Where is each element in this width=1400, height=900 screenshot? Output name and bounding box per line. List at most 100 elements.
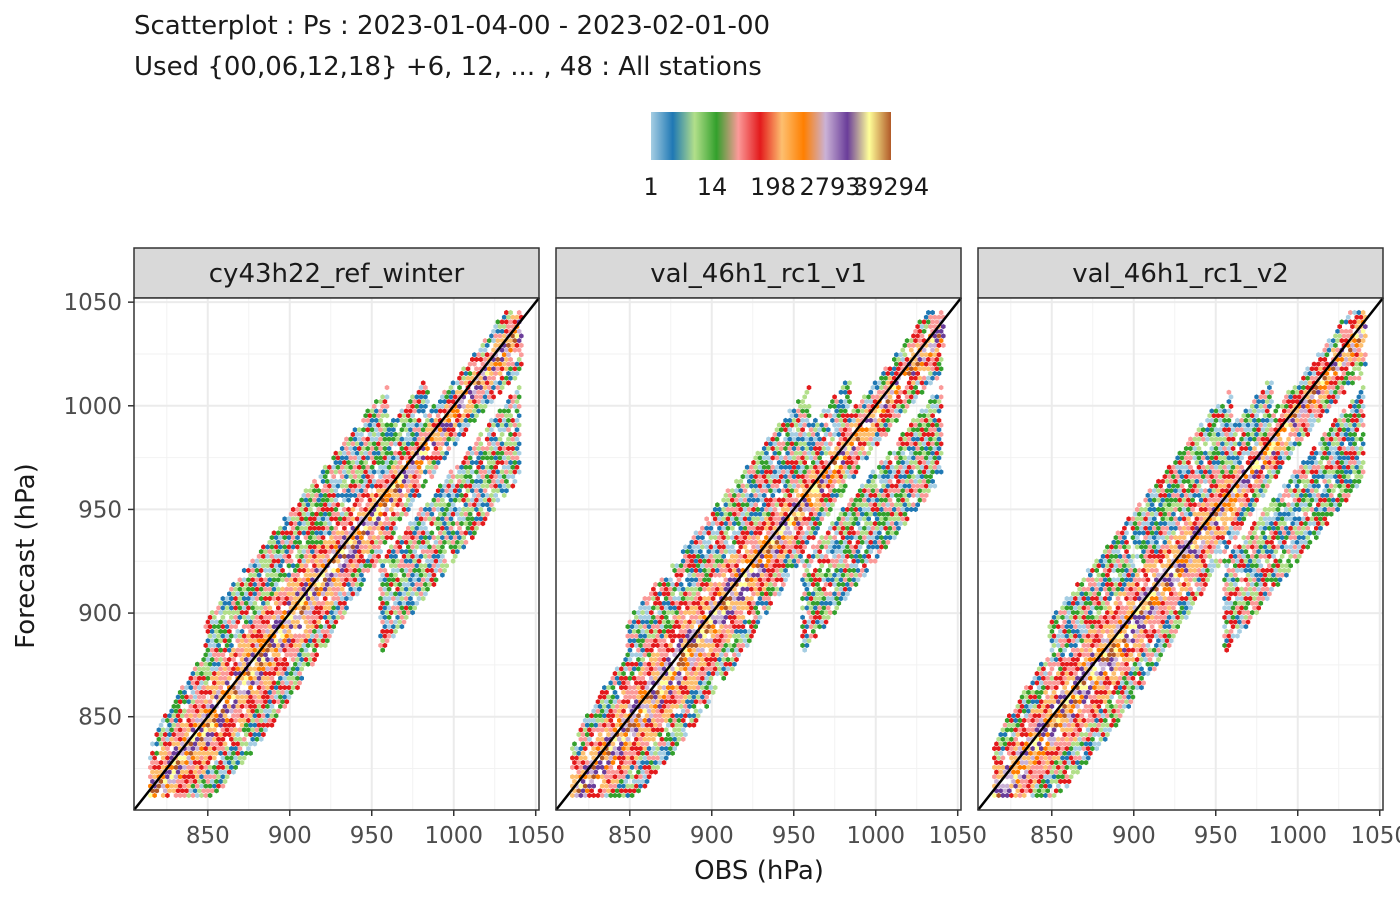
hexbin bbox=[310, 511, 315, 517]
hexbin bbox=[214, 722, 219, 728]
hexbin bbox=[254, 605, 260, 611]
hexbin bbox=[280, 567, 285, 574]
hexbin bbox=[342, 478, 347, 484]
hexbin bbox=[382, 605, 388, 611]
hexbin bbox=[363, 544, 368, 550]
hexbin bbox=[506, 370, 511, 377]
hexbin bbox=[212, 774, 217, 780]
hexbin bbox=[305, 661, 311, 667]
hexbin bbox=[310, 549, 315, 555]
hexbin bbox=[318, 624, 324, 630]
hexbin bbox=[284, 689, 290, 695]
hexbin bbox=[348, 436, 354, 442]
hexbin bbox=[173, 717, 179, 724]
hexbin bbox=[333, 610, 339, 616]
hexbin bbox=[244, 675, 249, 681]
hexbin bbox=[320, 553, 326, 559]
hexbin bbox=[459, 530, 464, 536]
hexbin bbox=[474, 459, 479, 466]
hexbin bbox=[280, 558, 285, 564]
hexbin bbox=[280, 614, 285, 620]
hexbin bbox=[406, 563, 411, 569]
hexbin bbox=[412, 539, 417, 545]
hexbin bbox=[484, 511, 490, 517]
hexbin bbox=[440, 553, 445, 559]
hexbin bbox=[263, 614, 268, 620]
hexbin bbox=[352, 539, 358, 545]
hexbin bbox=[322, 502, 328, 508]
hexbin bbox=[516, 384, 522, 391]
hexbin bbox=[499, 366, 505, 372]
hexbin bbox=[229, 727, 234, 733]
hexbin bbox=[408, 399, 413, 405]
hexbin bbox=[182, 764, 187, 770]
hexbin bbox=[325, 478, 330, 484]
hexbin bbox=[467, 464, 473, 470]
hexbin bbox=[222, 750, 228, 756]
hexbin bbox=[158, 741, 164, 747]
hexbin bbox=[480, 483, 486, 489]
hexbin bbox=[305, 633, 311, 639]
hexbin bbox=[374, 408, 379, 414]
hexbin bbox=[308, 572, 313, 578]
hexbin bbox=[246, 708, 251, 714]
hexbin bbox=[207, 670, 213, 677]
hexbin bbox=[290, 591, 296, 597]
hexbin bbox=[239, 600, 245, 606]
hexbin bbox=[303, 544, 309, 550]
hexbin bbox=[476, 464, 481, 470]
hexbin bbox=[171, 778, 177, 785]
hexbin bbox=[367, 431, 373, 438]
hexbin bbox=[474, 403, 479, 409]
hexbin bbox=[339, 577, 345, 583]
hexbin bbox=[320, 535, 326, 541]
hexbin bbox=[318, 633, 324, 639]
hexbin bbox=[425, 567, 430, 574]
hexbin bbox=[384, 478, 390, 484]
hexbin bbox=[384, 459, 390, 466]
hexbin bbox=[476, 380, 481, 386]
hexbin bbox=[195, 736, 200, 742]
hexbin bbox=[188, 760, 194, 766]
hexbin bbox=[433, 502, 439, 508]
hexbin bbox=[276, 661, 281, 667]
hexbin bbox=[231, 656, 236, 663]
hexbin bbox=[376, 544, 381, 550]
hexbin bbox=[519, 361, 524, 367]
hexbin bbox=[472, 370, 477, 377]
hexbin bbox=[203, 727, 209, 733]
hexbin bbox=[459, 520, 464, 527]
hexbin bbox=[414, 431, 420, 438]
hexbin bbox=[286, 563, 292, 569]
hexbin bbox=[273, 647, 279, 653]
hexbin bbox=[273, 713, 279, 719]
hexbin bbox=[248, 675, 253, 681]
hexbin bbox=[406, 488, 411, 494]
hexbin bbox=[303, 572, 309, 578]
hexbin bbox=[497, 417, 503, 423]
hexbin bbox=[192, 788, 198, 794]
hexbin bbox=[293, 539, 298, 545]
hexbin bbox=[261, 666, 266, 672]
hexbin bbox=[508, 366, 513, 372]
hexbin bbox=[339, 502, 345, 508]
hexbin bbox=[406, 478, 411, 484]
hexbin bbox=[197, 731, 202, 738]
hexbin bbox=[329, 591, 334, 597]
hexbin bbox=[284, 642, 290, 649]
hexbin bbox=[357, 577, 362, 583]
hexbin bbox=[197, 778, 202, 785]
hexbin bbox=[440, 544, 445, 550]
hexbin bbox=[403, 436, 409, 442]
hexbin bbox=[342, 441, 347, 447]
hexbin bbox=[282, 516, 287, 522]
hexbin bbox=[165, 736, 170, 742]
hexbin bbox=[303, 535, 309, 541]
hexbin bbox=[316, 525, 322, 531]
hexbin bbox=[459, 511, 464, 517]
hexbin bbox=[175, 741, 181, 747]
hexbin bbox=[269, 563, 275, 569]
hexbin bbox=[293, 595, 298, 602]
hexbin bbox=[305, 614, 311, 620]
hexbin bbox=[288, 549, 294, 555]
